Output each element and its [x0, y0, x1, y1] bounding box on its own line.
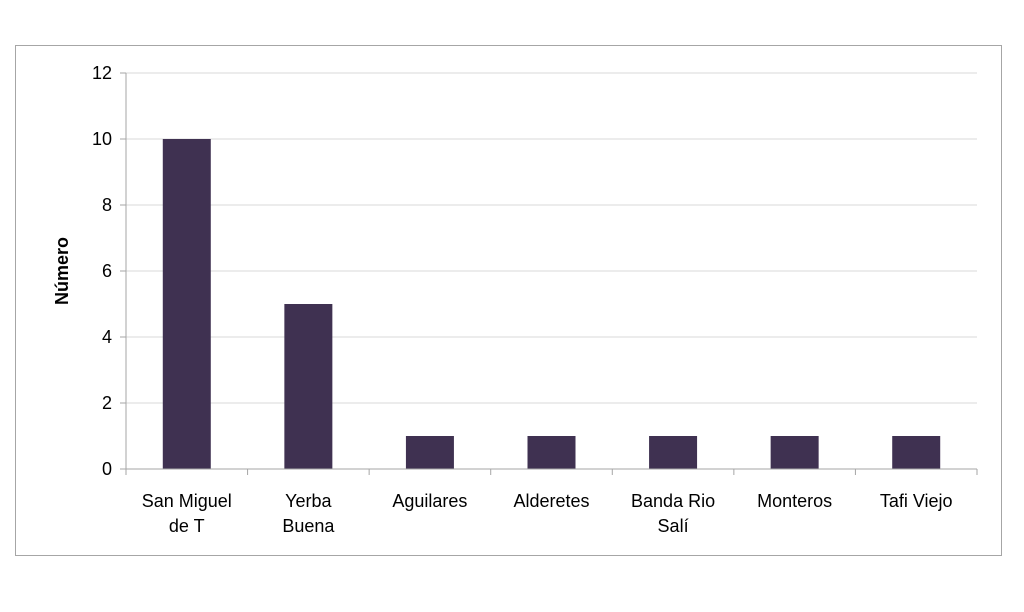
- x-tick-label-line: Alderetes: [513, 491, 589, 511]
- x-tick-label: Aguilares: [392, 491, 467, 511]
- x-tick-label-line: Banda Rio: [631, 491, 715, 511]
- x-tick-label-line: Yerba: [285, 491, 332, 511]
- x-tick-label: Alderetes: [513, 491, 589, 511]
- bar-6: [892, 436, 941, 469]
- bar-5: [770, 436, 819, 469]
- x-tick-labels: San Miguel de T Yerba Buena Aguilares Alderet…: [125, 469, 978, 536]
- bar-2: [405, 436, 454, 469]
- y-tick-label: 4: [102, 327, 112, 347]
- x-tick-label-line: Monteros: [757, 491, 832, 511]
- x-tick-label: Tafi Viejo: [880, 491, 953, 511]
- gridlines: [126, 72, 977, 404]
- bar-4: [649, 436, 698, 469]
- y-axis-title: Número: [52, 237, 72, 305]
- x-tick-label-line: de T: [169, 516, 205, 536]
- bars: [162, 139, 941, 469]
- x-tick-label-line: Buena: [282, 516, 335, 536]
- bar-0: [162, 139, 211, 469]
- x-tick-label-line: Aguilares: [392, 491, 467, 511]
- x-tick-label-line: Salí: [658, 516, 689, 536]
- bar-1: [284, 304, 333, 469]
- y-tick-label: 10: [92, 129, 112, 149]
- y-tick-label: 0: [102, 459, 112, 479]
- x-tick-label: Banda Rio Salí: [631, 491, 715, 536]
- x-tick-label: San Miguel de T: [142, 491, 232, 536]
- y-tick-labels: 0 2 4 6 8 10 12: [92, 63, 126, 479]
- y-tick-label: 2: [102, 393, 112, 413]
- x-tick-label-line: San Miguel: [142, 491, 232, 511]
- y-tick-label: 8: [102, 195, 112, 215]
- x-tick-label: Yerba Buena: [282, 491, 335, 536]
- bar-3: [527, 436, 576, 469]
- y-tick-label: 12: [92, 63, 112, 83]
- x-tick-label-line: Tafi Viejo: [880, 491, 953, 511]
- y-tick-label: 6: [102, 261, 112, 281]
- x-tick-label: Monteros: [757, 491, 832, 511]
